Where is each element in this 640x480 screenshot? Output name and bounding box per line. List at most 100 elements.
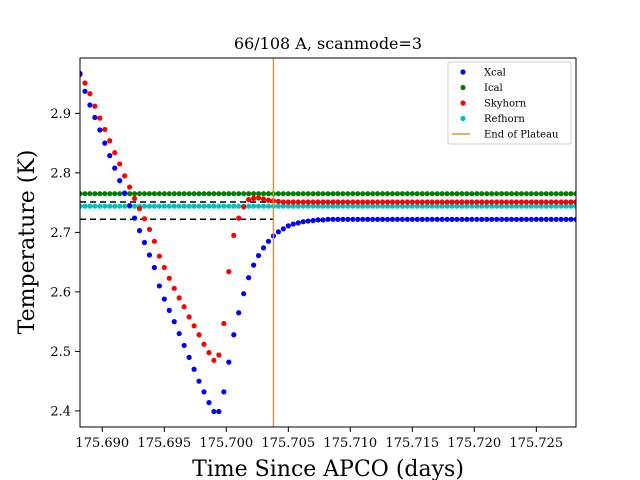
refhorn-point [221, 203, 227, 209]
refhorn-point [370, 203, 376, 209]
skyhorn-point [265, 197, 272, 203]
xcal-point [449, 216, 455, 222]
skyhorn-point [518, 199, 525, 205]
xcal-point [275, 229, 281, 235]
refhorn-point [459, 203, 465, 209]
skyhorn-point [543, 199, 549, 205]
refhorn-point [236, 203, 242, 209]
refhorn-point [489, 203, 495, 209]
refhorn-point [191, 203, 197, 209]
xcal-point [300, 219, 306, 225]
xcal-point [241, 291, 247, 297]
xcal-point [518, 216, 525, 222]
refhorn-point [404, 203, 410, 209]
xcal-point [166, 307, 172, 313]
refhorn-point [384, 203, 391, 209]
xcal-point [320, 217, 326, 223]
ical-point [87, 191, 93, 197]
skyhorn-point [236, 215, 242, 221]
x-tick-label: 175.715 [385, 436, 439, 451]
xcal-point [355, 216, 361, 222]
skyhorn-point [171, 285, 177, 291]
refhorn-point [325, 203, 331, 209]
ical-point [265, 191, 272, 197]
skyhorn-point [92, 103, 98, 109]
xcal-point [127, 203, 133, 209]
refhorn-point [533, 203, 539, 209]
axis-ticks: 175.690 175.695 175.700 175.705 175.710 175.7… [50, 107, 563, 451]
ical-point [370, 191, 376, 197]
refhorn-point [186, 203, 192, 209]
refhorn-point [176, 203, 182, 209]
plot-marks [80, 58, 576, 427]
xcal-point [414, 216, 420, 222]
refhorn-point [444, 203, 450, 209]
y-axis-label: Temperature (K) [15, 150, 40, 335]
xcal-point [548, 216, 554, 222]
ical-point [558, 191, 564, 197]
y-tick-label: 2.7 [50, 226, 71, 241]
refhorn-point [251, 203, 257, 209]
skyhorn-point [494, 199, 500, 205]
ical-point [439, 191, 445, 197]
ical-point [538, 191, 544, 197]
ical-point [568, 191, 574, 197]
refhorn-point [375, 203, 381, 209]
xcal-point [112, 165, 118, 171]
ical-point [469, 191, 475, 197]
xcal-point [92, 114, 98, 121]
skyhorn-point [513, 199, 520, 205]
ical-point [206, 191, 212, 197]
refhorn-point [92, 203, 98, 209]
ical-point [161, 191, 167, 197]
skyhorn-point [553, 199, 559, 205]
skyhorn-point [127, 184, 133, 190]
xcal-point [384, 216, 391, 222]
refhorn-point [528, 203, 534, 209]
ical-point [171, 191, 177, 197]
xcal-point [389, 216, 396, 222]
ical-point [375, 191, 381, 197]
y-tick-label: 2.5 [50, 345, 71, 360]
refhorn-point [122, 203, 128, 209]
skyhorn-point [469, 199, 475, 205]
ical-point [136, 191, 143, 197]
ical-point [389, 191, 396, 197]
refhorn-point [80, 203, 83, 209]
xcal-point [419, 216, 425, 222]
refhorn-point [350, 203, 356, 209]
refhorn-point [275, 203, 281, 209]
xcal-point [156, 283, 162, 289]
skyhorn-point [221, 320, 227, 327]
skyhorn-point [444, 199, 450, 205]
ical-point [484, 191, 490, 197]
xcal-point [489, 216, 495, 222]
skyhorn-point [384, 199, 391, 205]
xcal-point [379, 216, 386, 222]
plot-area [80, 58, 576, 427]
legend-label: Ical [484, 83, 503, 94]
ical-point [221, 191, 227, 197]
skyhorn-point [146, 226, 153, 233]
skyhorn-point [305, 199, 311, 205]
ical-point [166, 191, 172, 197]
ical-point [102, 191, 108, 197]
refhorn-point [87, 203, 93, 209]
refhorn-point [161, 203, 167, 209]
refhorn-point [563, 203, 569, 209]
xcal-point [424, 216, 430, 222]
legend-swatch-ical [460, 84, 466, 91]
series-ical [80, 191, 576, 197]
skyhorn-point [424, 199, 430, 205]
refhorn-point [419, 203, 425, 209]
xcal-point [216, 408, 222, 415]
ical-point [474, 191, 480, 197]
skyhorn-point [156, 253, 162, 259]
ical-point [424, 191, 430, 197]
refhorn-point [156, 203, 162, 209]
xcal-point [439, 216, 445, 222]
xcal-point [295, 220, 301, 226]
ical-point [92, 191, 98, 197]
series-refhorn [80, 203, 576, 209]
ical-point [112, 191, 118, 197]
